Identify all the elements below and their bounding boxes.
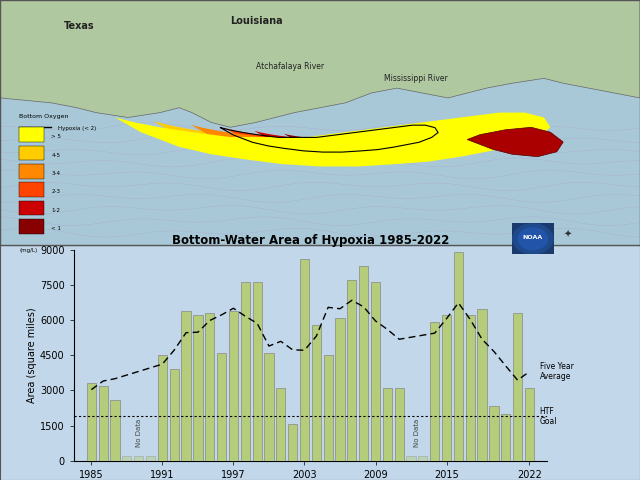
Bar: [158, 355, 167, 461]
Bar: [395, 388, 404, 461]
Text: (mg/L): (mg/L): [19, 248, 37, 253]
Bar: [324, 355, 333, 461]
Bar: [359, 266, 368, 461]
Bar: [419, 456, 428, 461]
Polygon shape: [284, 132, 371, 144]
Bar: [19, 182, 44, 197]
Bar: [122, 456, 131, 461]
Bar: [490, 406, 499, 461]
Polygon shape: [191, 121, 470, 156]
Polygon shape: [467, 127, 563, 156]
Bar: [454, 252, 463, 461]
Bar: [501, 414, 510, 461]
Text: 2-3: 2-3: [51, 190, 60, 194]
Bar: [348, 280, 356, 461]
Text: > 5: > 5: [51, 134, 61, 139]
Bar: [383, 388, 392, 461]
Text: 4-5: 4-5: [51, 153, 60, 157]
Text: HTF
Goal: HTF Goal: [540, 407, 557, 426]
Bar: [19, 145, 44, 160]
Text: No Data: No Data: [136, 419, 141, 447]
Polygon shape: [115, 113, 550, 167]
Bar: [134, 456, 143, 461]
Bar: [170, 369, 179, 461]
Text: 1-2: 1-2: [51, 208, 60, 213]
Bar: [229, 311, 238, 461]
Text: Texas: Texas: [64, 22, 95, 31]
Bar: [300, 259, 309, 461]
Text: Louisiana: Louisiana: [230, 16, 283, 26]
Bar: [253, 282, 262, 461]
Bar: [19, 219, 44, 234]
Text: Atchafalaya River: Atchafalaya River: [256, 61, 324, 71]
Bar: [477, 310, 486, 461]
Bar: [513, 313, 522, 461]
Bar: [99, 386, 108, 461]
Text: NOAA: NOAA: [523, 235, 543, 240]
Bar: [146, 456, 155, 461]
Polygon shape: [0, 0, 640, 127]
Polygon shape: [153, 117, 510, 161]
Polygon shape: [254, 129, 402, 147]
Bar: [276, 388, 285, 461]
Bar: [430, 323, 439, 461]
Bar: [182, 311, 191, 461]
Bar: [312, 324, 321, 461]
Bar: [87, 384, 96, 461]
Bar: [217, 353, 226, 461]
Text: ✦: ✦: [563, 229, 572, 240]
Text: < 1: < 1: [51, 226, 61, 231]
Polygon shape: [513, 224, 553, 254]
Bar: [19, 164, 44, 179]
Bar: [111, 400, 120, 461]
Bar: [335, 318, 344, 461]
Bar: [288, 424, 297, 461]
Bar: [264, 353, 273, 461]
Title: Bottom-Water Area of Hypoxia 1985-2022: Bottom-Water Area of Hypoxia 1985-2022: [172, 234, 449, 247]
Bar: [442, 315, 451, 461]
Bar: [205, 313, 214, 461]
Bar: [19, 127, 44, 142]
Bar: [19, 201, 44, 216]
Text: Hypoxia (< 2): Hypoxia (< 2): [58, 126, 96, 131]
Polygon shape: [518, 228, 547, 250]
Bar: [466, 315, 475, 461]
Bar: [525, 388, 534, 461]
Polygon shape: [225, 126, 433, 152]
Bar: [193, 315, 202, 461]
Text: Bottom Oxygen: Bottom Oxygen: [19, 113, 68, 119]
Bar: [406, 456, 415, 461]
Text: Mississippi River: Mississippi River: [384, 74, 448, 83]
Bar: [371, 282, 380, 461]
Bar: [241, 282, 250, 461]
Text: No Data: No Data: [414, 419, 420, 447]
Text: 3-4: 3-4: [51, 171, 60, 176]
Y-axis label: Area (square miles): Area (square miles): [27, 307, 37, 403]
Text: Five Year
Average: Five Year Average: [540, 362, 573, 381]
